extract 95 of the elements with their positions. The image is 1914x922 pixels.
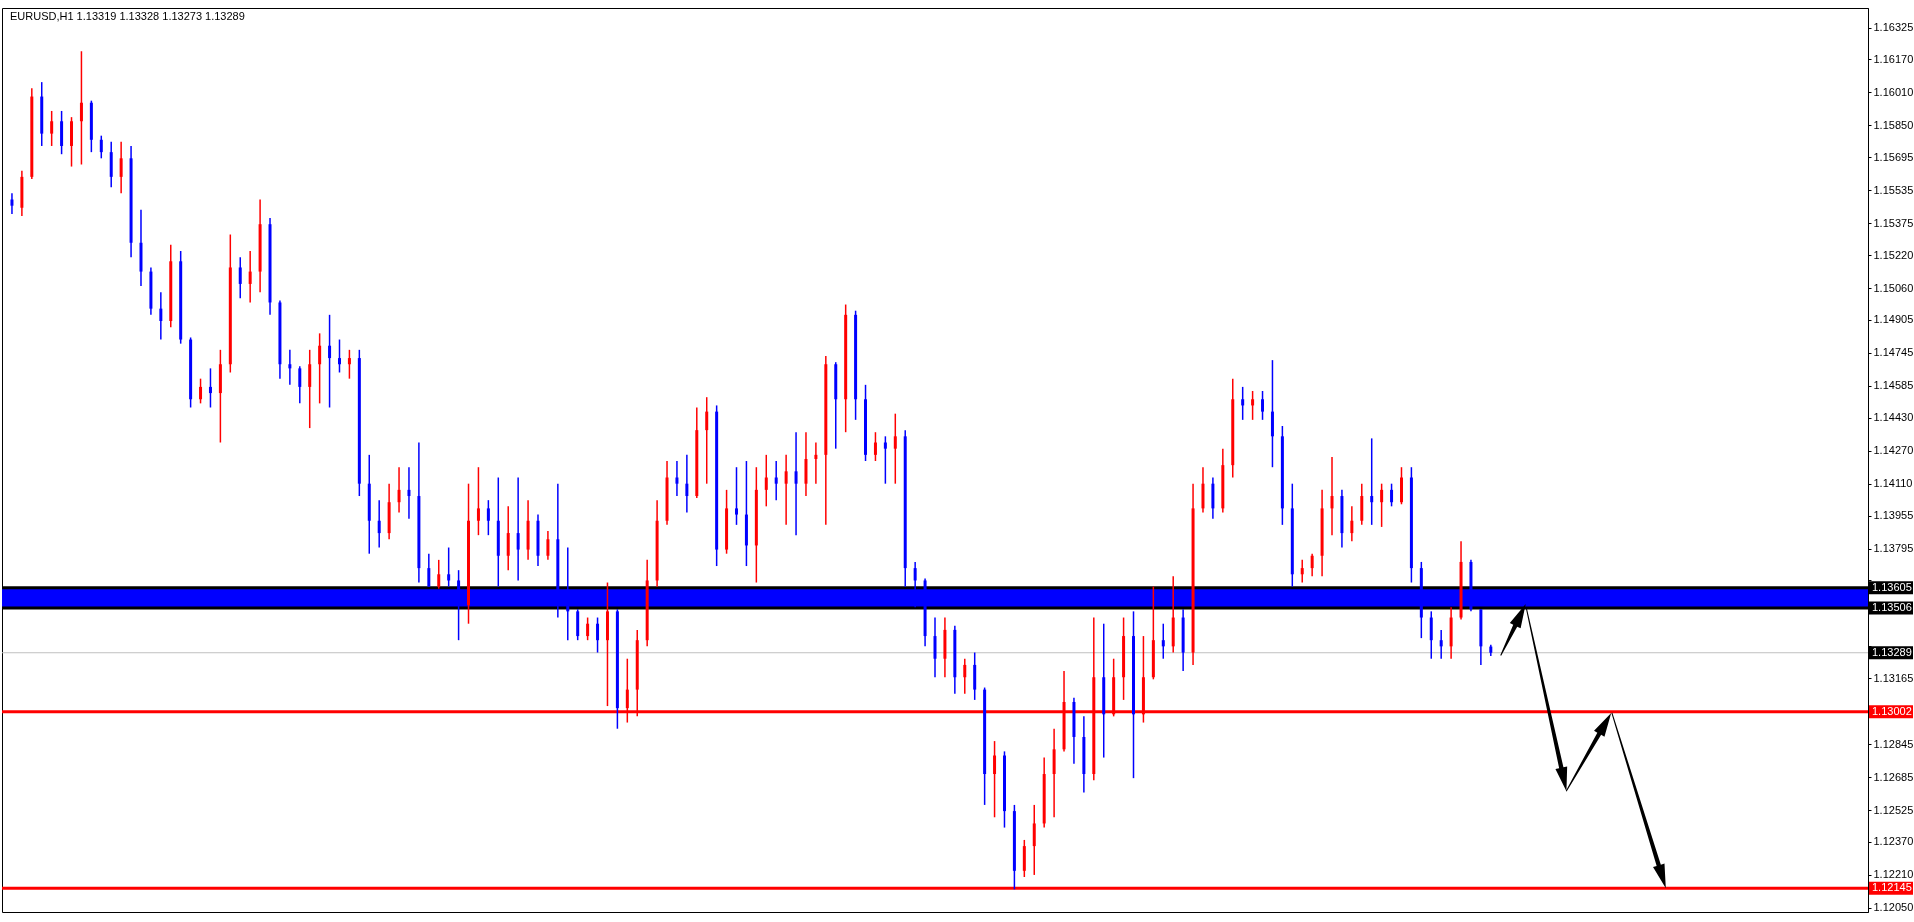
candlestick — [50, 110, 54, 147]
candlestick — [427, 552, 431, 588]
candlestick — [467, 482, 471, 625]
y-tick-label: 1.15695 — [1873, 150, 1914, 163]
candlestick — [893, 412, 897, 485]
candlestick — [10, 192, 14, 215]
candlestick — [596, 616, 600, 654]
ref-line-label: 1.12145 — [1872, 881, 1912, 894]
candlestick — [1330, 456, 1334, 536]
candlestick — [298, 365, 302, 405]
candlestick — [546, 530, 550, 561]
candlestick — [119, 141, 123, 195]
y-tick-label: 1.14905 — [1873, 313, 1914, 326]
candlestick — [1032, 804, 1036, 876]
candlestick — [784, 454, 788, 526]
candlestick — [347, 349, 351, 380]
candlestick — [1399, 466, 1403, 506]
candlestick — [1429, 610, 1433, 660]
y-tick-label: 1.16325 — [1873, 21, 1914, 34]
candlestick — [1002, 750, 1006, 829]
candlestick — [288, 349, 292, 386]
y-tick-label: 1.14430 — [1873, 411, 1914, 424]
candlestick — [328, 314, 332, 409]
y-tick-label: 1.15060 — [1873, 281, 1914, 294]
y-tick-label: 1.12050 — [1873, 901, 1914, 914]
candlestick — [1132, 610, 1135, 779]
candlestick — [437, 559, 441, 590]
candlestick — [705, 396, 709, 485]
y-tick-label: 1.16010 — [1873, 85, 1914, 98]
candlestick — [774, 460, 778, 501]
chart-title: EURUSD,H1 1.13319 1.13328 1.13273 1.13289 — [10, 10, 245, 22]
candlestick — [1241, 386, 1245, 421]
candlestick — [873, 431, 877, 462]
ref-line-label: 1.13605 — [1872, 580, 1912, 593]
candlestick — [447, 546, 451, 588]
y-tick-label: 1.15375 — [1873, 216, 1914, 229]
candlestick — [238, 256, 242, 300]
y-tick-label: 1.13795 — [1873, 542, 1914, 555]
candlestick — [993, 740, 997, 819]
candlestick — [963, 657, 967, 695]
y-tick-label: 1.15535 — [1873, 183, 1914, 196]
candlestick — [794, 431, 798, 536]
candlestick — [397, 466, 401, 514]
candlestick — [735, 466, 738, 526]
ref-line-label: 1.13506 — [1872, 601, 1912, 614]
candlestick — [70, 116, 74, 168]
y-tick-label: 1.13955 — [1873, 509, 1914, 522]
y-tick-label: 1.14110 — [1873, 477, 1913, 490]
y-tick-label: 1.13165 — [1873, 671, 1914, 684]
ref-line-label: 1.13289 — [1872, 645, 1912, 658]
candlestick — [486, 499, 490, 536]
candlestick — [506, 505, 510, 571]
candlestick — [318, 332, 322, 405]
candlestick — [675, 460, 679, 497]
candlestick — [586, 616, 590, 641]
candlestick — [248, 250, 252, 304]
candlestick — [933, 616, 937, 678]
candlestick — [1310, 552, 1314, 578]
candlestick — [159, 291, 163, 341]
y-tick-label: 1.16170 — [1873, 52, 1914, 65]
candlestick — [1161, 622, 1165, 660]
candlestick — [407, 466, 411, 520]
y-tick-label: 1.12525 — [1873, 803, 1914, 816]
y-tick-label: 1.12210 — [1873, 868, 1914, 881]
y-tick-label: 1.12845 — [1873, 737, 1914, 750]
y-tick-label: 1.15220 — [1873, 248, 1914, 261]
candlestick — [864, 384, 868, 462]
candlestick — [79, 50, 83, 166]
candlestick — [814, 441, 818, 485]
candlestick — [685, 454, 689, 514]
candlestick — [1380, 482, 1384, 528]
y-tick-label: 1.12685 — [1873, 770, 1914, 783]
y-tick-label: 1.15850 — [1873, 118, 1914, 131]
candlestick — [99, 134, 103, 160]
candlestick — [308, 349, 312, 429]
candlestick — [1251, 390, 1255, 421]
candlestick — [1261, 390, 1265, 421]
candlestick — [516, 476, 520, 582]
candlestick — [476, 466, 480, 536]
y-tick-label: 1.14270 — [1873, 444, 1914, 457]
candlestick — [199, 377, 203, 405]
candlestick — [1350, 505, 1354, 543]
candlestick — [883, 435, 887, 485]
candlestick — [337, 338, 341, 374]
y-tick-label: 1.12370 — [1873, 835, 1914, 848]
y-tick-label: 1.14745 — [1873, 346, 1914, 359]
candlestick — [1300, 559, 1304, 584]
candlestick — [1370, 437, 1374, 526]
ref-line-label: 1.13002 — [1872, 704, 1912, 717]
candlestick — [377, 499, 381, 549]
candlestick — [1439, 629, 1443, 660]
y-tick-label: 1.14585 — [1873, 379, 1914, 392]
candlestick — [1390, 482, 1394, 508]
candlestick — [208, 367, 212, 409]
candlestick — [764, 454, 768, 508]
